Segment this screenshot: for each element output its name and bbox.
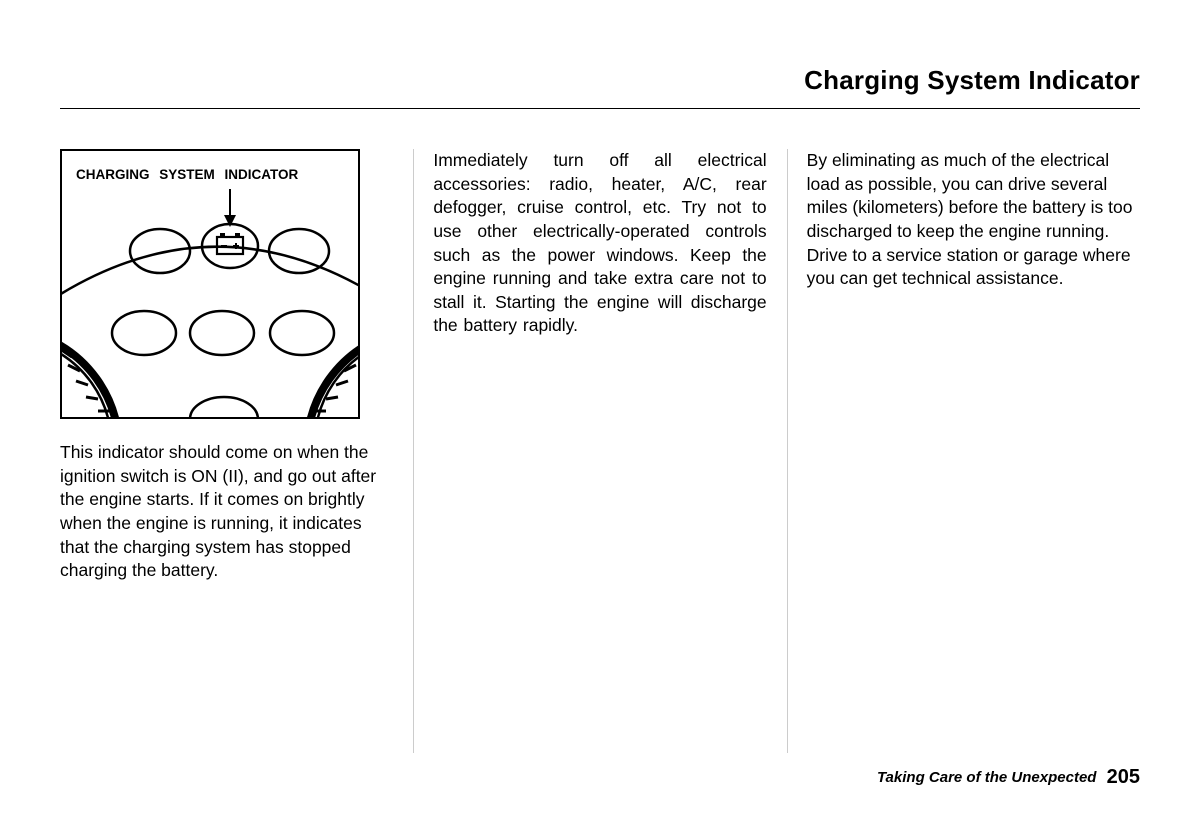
column-1: CHARGING SYSTEM INDICATOR — [60, 149, 393, 583]
col3-paragraph: By eliminating as much of the electrical… — [807, 149, 1140, 291]
page-number: 205 — [1107, 766, 1140, 788]
footer-section: Taking Care of the Unexpected — [877, 769, 1097, 786]
col1-paragraph: This indicator should come on when the i… — [60, 441, 393, 583]
indicator-illustration: CHARGING SYSTEM INDICATOR — [60, 149, 360, 419]
manual-page: Charging System Indicator CHARGING SYSTE… — [0, 0, 1200, 819]
page-footer: Taking Care of the Unexpected 205 — [877, 766, 1140, 789]
col2-paragraph: Immediately turn off all electrical acce… — [433, 149, 766, 338]
left-gauge — [62, 341, 118, 419]
column-2: Immediately turn off all electrical acce… — [433, 149, 766, 583]
illustration-caption: CHARGING SYSTEM INDICATOR — [76, 167, 298, 182]
battery-icon — [217, 233, 243, 254]
column-3: By eliminating as much of the electrical… — [807, 149, 1140, 583]
content-columns: CHARGING SYSTEM INDICATOR — [60, 149, 1140, 583]
dashboard-diagram-svg — [62, 151, 360, 419]
page-title: Charging System Indicator — [60, 65, 1140, 109]
